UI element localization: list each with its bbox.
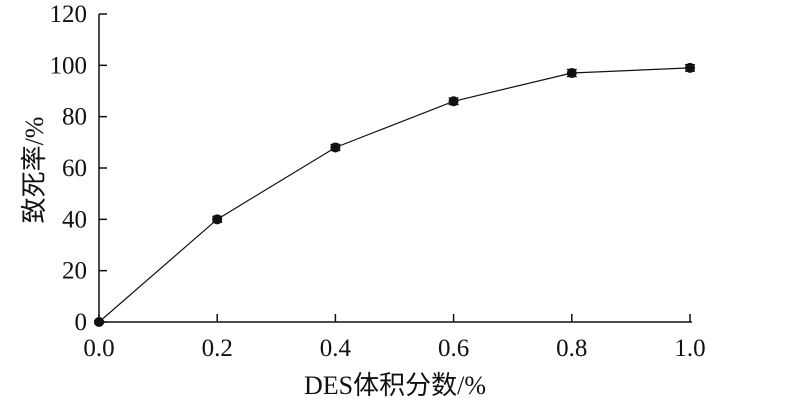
axes bbox=[98, 14, 692, 323]
x-tick-label: 0.0 bbox=[83, 335, 114, 362]
y-tick-label: 20 bbox=[62, 258, 87, 285]
y-tick-label: 40 bbox=[62, 206, 87, 233]
y-tick-label: 120 bbox=[50, 1, 88, 28]
x-tick-label: 0.8 bbox=[556, 335, 587, 362]
data-point bbox=[94, 317, 104, 327]
x-tick-label: 0.2 bbox=[202, 335, 233, 362]
y-tick-label: 80 bbox=[62, 104, 87, 131]
x-ticks: 0.0 0.2 0.4 0.6 0.8 1.0 bbox=[83, 314, 706, 362]
y-tick-label: 0 bbox=[75, 309, 88, 336]
x-tick-label: 1.0 bbox=[674, 335, 705, 362]
x-tick-label: 0.6 bbox=[438, 335, 469, 362]
y-tick-label: 60 bbox=[62, 155, 87, 182]
data-point bbox=[685, 62, 695, 73]
y-axis-title: 致死率/% bbox=[20, 117, 49, 224]
data-point bbox=[448, 96, 459, 107]
x-tick-label: 0.4 bbox=[320, 335, 352, 362]
data-point bbox=[566, 68, 577, 79]
y-tick-label: 100 bbox=[50, 52, 88, 79]
data-point bbox=[330, 142, 341, 153]
data-point bbox=[212, 214, 223, 225]
y-ticks: 0 20 40 60 80 100 120 bbox=[50, 1, 107, 336]
series-line bbox=[98, 67, 691, 323]
x-axis-title: DES体积分数/% bbox=[304, 371, 486, 400]
series-group bbox=[94, 62, 695, 327]
